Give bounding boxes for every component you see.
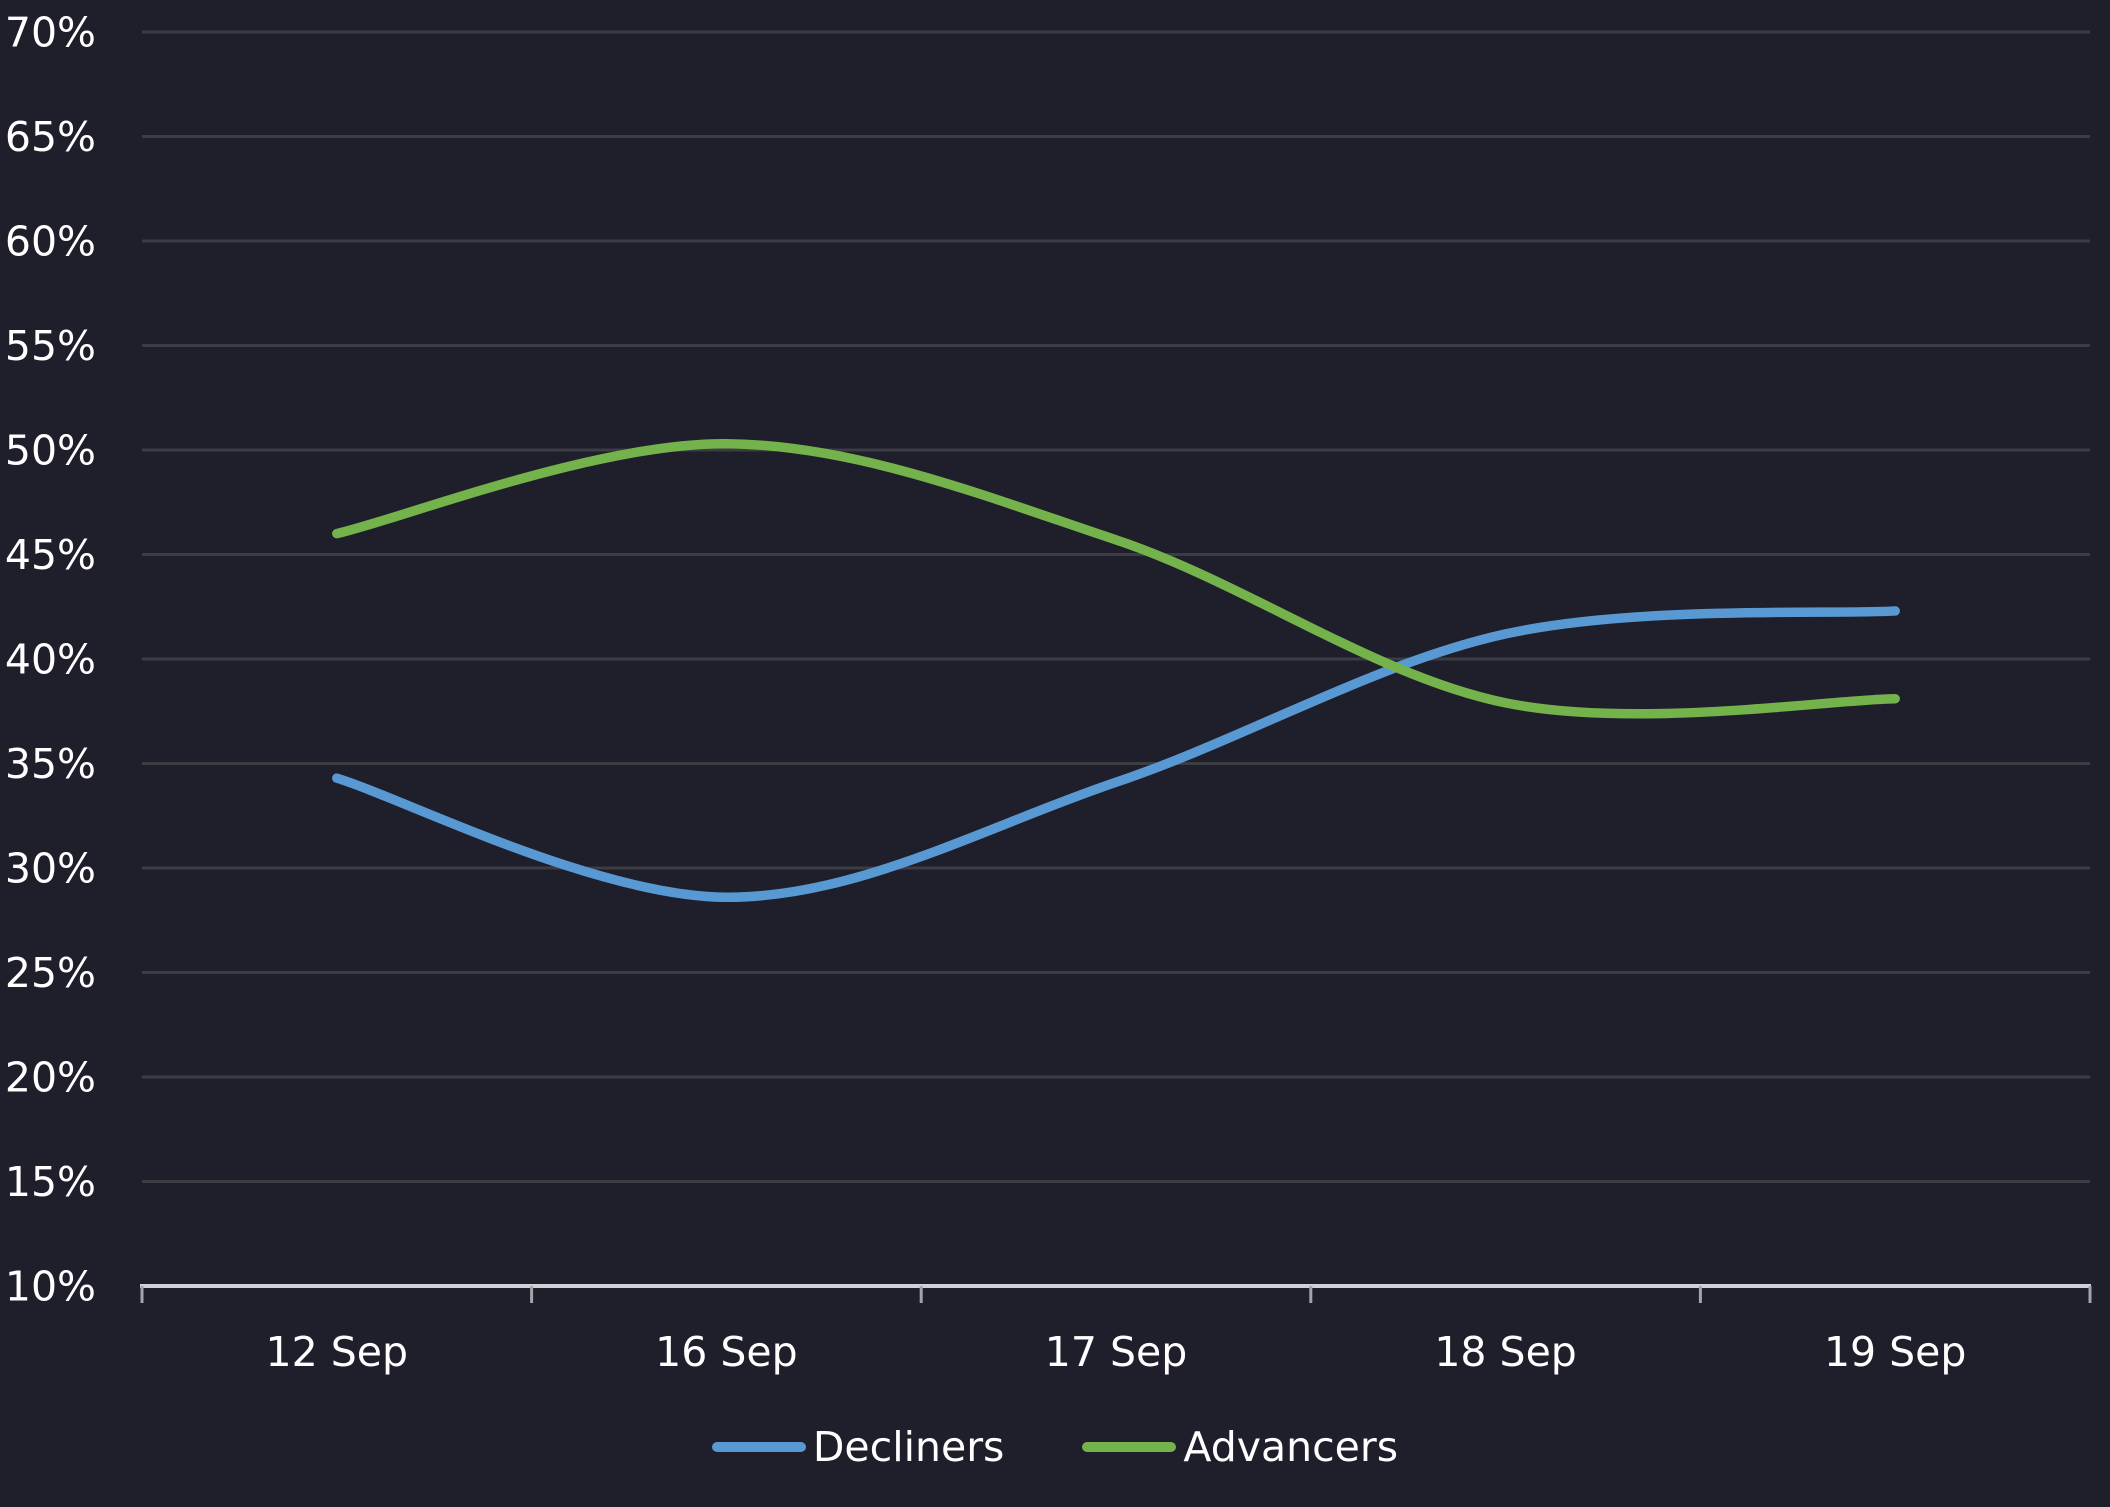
y-tick-label: 50% [5,426,96,474]
y-tick-label: 55% [5,322,96,370]
y-tick-label: 35% [5,740,96,788]
x-tick-label: 12 Sep [266,1328,408,1376]
x-tick-label: 16 Sep [655,1328,797,1376]
legend-item-decliners[interactable]: Decliners [711,1420,1005,1474]
x-tick-label: 18 Sep [1434,1328,1576,1376]
y-tick-label: 30% [5,844,96,892]
y-tick-label: 45% [5,531,96,579]
y-tick-label: 70% [5,8,96,56]
legend-item-advancers[interactable]: Advancers [1082,1420,1398,1474]
advancers-line-swatch [1082,1442,1177,1452]
y-tick-label: 40% [5,635,96,683]
y-tick-label: 15% [5,1158,96,1206]
x-axis: 12 Sep 16 Sep 17 Sep 18 Sep 19 Sep [140,1284,2092,1376]
decliners-line-swatch [711,1442,806,1452]
series-lines [332,438,1900,903]
gridlines [142,30,2090,1183]
y-tick-label: 60% [5,217,96,265]
advancers-line[interactable] [332,438,1900,719]
y-tick-label: 10% [5,1262,96,1310]
y-axis-labels: 70% 65% 60% 55% 50% 45% 40% 35% 30% 25% 20% 15% 10% [5,8,96,1310]
legend-label-advancers: Advancers [1183,1423,1399,1471]
decliners-line[interactable] [332,606,1900,903]
legend-label-decliners: Decliners [812,1423,1005,1471]
y-tick-label: 65% [5,113,96,161]
legend: Decliners Advancers [0,1420,2110,1474]
x-tick-label: 17 Sep [1045,1328,1187,1376]
x-tick-label: 19 Sep [1824,1328,1966,1376]
y-tick-label: 25% [5,949,96,997]
y-tick-label: 20% [5,1053,96,1101]
